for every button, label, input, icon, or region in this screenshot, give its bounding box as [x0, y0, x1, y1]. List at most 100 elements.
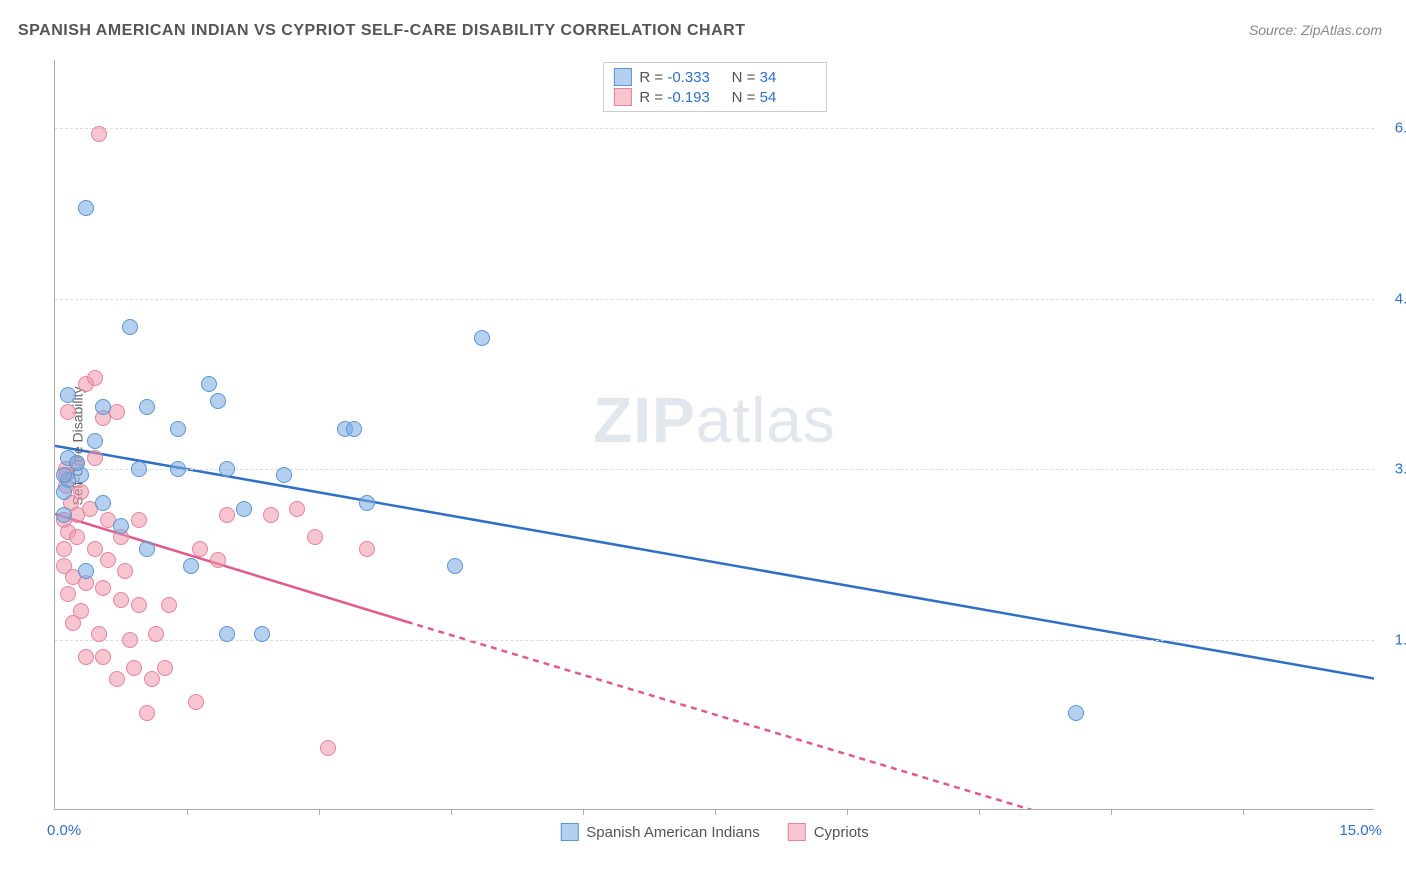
data-point-spanish — [113, 518, 129, 534]
data-point-cypriot — [87, 370, 103, 386]
x-tick — [187, 809, 188, 815]
stats-text: R = -0.333 N = 34 — [639, 69, 815, 86]
data-point-cypriot — [73, 484, 89, 500]
data-point-cypriot — [126, 660, 142, 676]
data-point-spanish — [69, 455, 85, 471]
data-point-spanish — [210, 393, 226, 409]
data-point-cypriot — [113, 592, 129, 608]
y-tick-label: 6.0% — [1379, 120, 1406, 137]
data-point-cypriot — [95, 580, 111, 596]
watermark-rest: atlas — [696, 384, 836, 456]
data-point-cypriot — [91, 626, 107, 642]
data-point-cypriot — [219, 507, 235, 523]
x-tick — [319, 809, 320, 815]
data-point-spanish — [183, 558, 199, 574]
data-point-spanish — [87, 433, 103, 449]
gridline — [55, 128, 1374, 129]
data-point-cypriot — [95, 649, 111, 665]
data-point-cypriot — [60, 404, 76, 420]
data-point-cypriot — [148, 626, 164, 642]
stats-row: R = -0.333 N = 34 — [613, 67, 815, 87]
data-point-cypriot — [161, 597, 177, 613]
data-point-spanish — [236, 501, 252, 517]
data-point-cypriot — [131, 597, 147, 613]
data-point-spanish — [1068, 705, 1084, 721]
data-point-spanish — [139, 541, 155, 557]
data-point-cypriot — [359, 541, 375, 557]
x-axis-max-label: 15.0% — [1339, 822, 1382, 839]
data-point-spanish — [474, 330, 490, 346]
data-point-spanish — [78, 563, 94, 579]
data-point-spanish — [56, 467, 72, 483]
data-point-spanish — [56, 484, 72, 500]
x-tick — [847, 809, 848, 815]
data-point-cypriot — [122, 632, 138, 648]
data-point-cypriot — [87, 450, 103, 466]
data-point-cypriot — [188, 694, 204, 710]
data-point-spanish — [78, 200, 94, 216]
gridline — [55, 299, 1374, 300]
legend-item: Cypriots — [788, 823, 869, 841]
data-point-spanish — [95, 399, 111, 415]
data-point-cypriot — [56, 541, 72, 557]
plot-area: ZIPatlas R = -0.333 N = 34 R = -0.193 N =… — [54, 60, 1374, 810]
data-point-cypriot — [131, 512, 147, 528]
stats-legend: R = -0.333 N = 34 R = -0.193 N = 54 — [602, 62, 826, 112]
y-tick-label: 4.5% — [1379, 290, 1406, 307]
data-point-spanish — [254, 626, 270, 642]
data-point-cypriot — [109, 671, 125, 687]
stats-row: R = -0.193 N = 54 — [613, 87, 815, 107]
legend-item: Spanish American Indians — [560, 823, 759, 841]
trend-lines — [55, 60, 1374, 809]
data-point-cypriot — [263, 507, 279, 523]
x-tick — [715, 809, 716, 815]
data-point-spanish — [276, 467, 292, 483]
data-point-spanish — [170, 461, 186, 477]
x-tick — [1243, 809, 1244, 815]
data-point-spanish — [219, 626, 235, 642]
data-point-spanish — [131, 461, 147, 477]
data-point-spanish — [122, 319, 138, 335]
data-point-cypriot — [60, 586, 76, 602]
data-point-cypriot — [91, 126, 107, 142]
data-point-spanish — [219, 461, 235, 477]
legend-swatch — [613, 88, 631, 106]
data-point-cypriot — [69, 529, 85, 545]
data-point-cypriot — [320, 740, 336, 756]
data-point-spanish — [359, 495, 375, 511]
x-tick — [583, 809, 584, 815]
x-tick — [451, 809, 452, 815]
data-point-cypriot — [73, 603, 89, 619]
legend-label: Spanish American Indians — [586, 824, 759, 841]
data-point-cypriot — [307, 529, 323, 545]
x-tick — [979, 809, 980, 815]
y-tick-label: 3.0% — [1379, 461, 1406, 478]
data-point-spanish — [170, 421, 186, 437]
bottom-legend: Spanish American Indians Cypriots — [560, 823, 868, 841]
data-point-cypriot — [157, 660, 173, 676]
watermark-bold: ZIP — [593, 384, 696, 456]
data-point-spanish — [346, 421, 362, 437]
data-point-cypriot — [87, 541, 103, 557]
chart-title: SPANISH AMERICAN INDIAN VS CYPRIOT SELF-… — [18, 22, 745, 40]
x-axis-min-label: 0.0% — [47, 822, 81, 839]
watermark: ZIPatlas — [593, 383, 836, 457]
y-tick-label: 1.5% — [1379, 631, 1406, 648]
data-point-cypriot — [100, 552, 116, 568]
x-tick — [1111, 809, 1112, 815]
data-point-spanish — [201, 376, 217, 392]
legend-label: Cypriots — [814, 824, 869, 841]
source-label: Source: ZipAtlas.com — [1249, 22, 1382, 38]
data-point-cypriot — [192, 541, 208, 557]
gridline — [55, 640, 1374, 641]
data-point-spanish — [139, 399, 155, 415]
legend-swatch — [788, 823, 806, 841]
data-point-cypriot — [289, 501, 305, 517]
stats-text: R = -0.193 N = 54 — [639, 89, 815, 106]
data-point-cypriot — [117, 563, 133, 579]
data-point-spanish — [56, 507, 72, 523]
data-point-cypriot — [210, 552, 226, 568]
data-point-spanish — [447, 558, 463, 574]
data-point-spanish — [95, 495, 111, 511]
legend-swatch — [560, 823, 578, 841]
